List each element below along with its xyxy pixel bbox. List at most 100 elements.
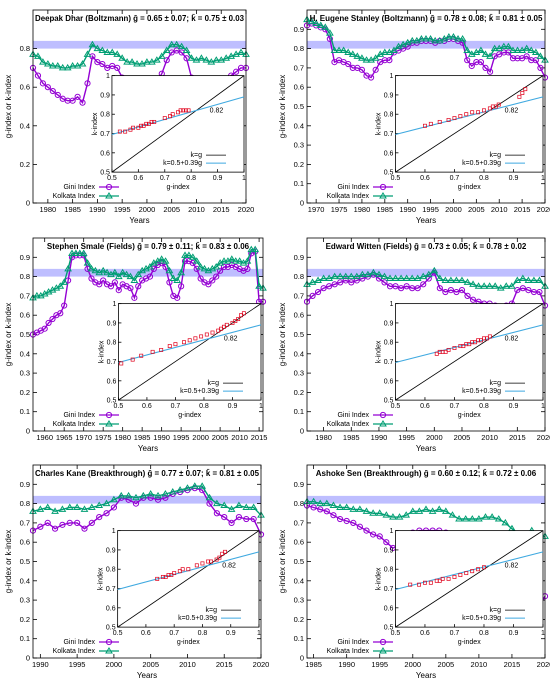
gini-point xyxy=(115,287,122,294)
inset-x-tick-label: 0.7 xyxy=(160,175,170,182)
inset-point xyxy=(428,121,433,126)
kolkata-point xyxy=(43,60,52,67)
kolkata-point xyxy=(426,34,435,42)
inset-point xyxy=(182,340,186,345)
gini-point xyxy=(213,273,220,280)
kolkata-point xyxy=(79,249,88,256)
legend-kg-label: k=g xyxy=(191,152,203,159)
gini-point xyxy=(345,60,352,68)
inset-y-tick-label: 0.7 xyxy=(106,586,116,593)
legend: Gini Index Kolkata Index xyxy=(53,638,119,655)
legend-kolkata-marker xyxy=(105,420,113,427)
kg-line xyxy=(395,303,544,401)
reference-band xyxy=(33,495,261,504)
gini-point xyxy=(381,57,388,64)
y-tick-label: 0.9 xyxy=(294,25,304,34)
x-tick-label: 2000 xyxy=(404,660,421,669)
kolkata-point xyxy=(56,282,65,289)
inset-point xyxy=(173,342,178,347)
inset-x-label: g-index xyxy=(178,412,201,419)
kolkata-point xyxy=(494,515,503,522)
legend-kg-label: k=g xyxy=(490,380,502,387)
x-tick-label: 1960 xyxy=(36,433,53,442)
inset-point xyxy=(428,580,433,585)
plot-frame xyxy=(32,464,262,659)
kolkata-point xyxy=(335,46,343,54)
inset-point xyxy=(458,573,463,577)
inset-x-tick-label: 0.5 xyxy=(391,175,401,182)
kolkata-point xyxy=(212,56,221,63)
x-tick-label: 2005 xyxy=(468,205,485,214)
legend-fit-label: k=0.5+0.39g xyxy=(178,615,217,622)
inset-point xyxy=(241,311,246,316)
kolkata-point xyxy=(122,270,131,278)
inset-x-tick-label: 0.8 xyxy=(479,175,489,182)
legend-gini-marker xyxy=(105,183,113,191)
kolkata-point xyxy=(165,266,174,274)
kolkata-point xyxy=(491,282,500,289)
inset-point xyxy=(162,116,167,121)
inset-y-tick-label: 0.9 xyxy=(384,547,394,554)
inset-point xyxy=(117,129,122,134)
gini-point xyxy=(464,57,471,64)
inset-y-tick-label: 0.6 xyxy=(100,150,110,157)
x-tick-label: 1985 xyxy=(305,660,322,669)
gini-point xyxy=(74,93,81,100)
inset-x-tick-label: 0.5 xyxy=(391,403,401,410)
kolkata-point xyxy=(183,484,192,491)
gini-point xyxy=(323,508,330,515)
kolkata-point xyxy=(83,50,92,57)
x-tick-label: 1990 xyxy=(371,433,388,442)
kolkata-point xyxy=(130,276,139,283)
x-tick-label: 1995 xyxy=(398,433,415,442)
legend-gini-label: Gini Index xyxy=(63,412,95,419)
inset-x-tick-label: 0.8 xyxy=(479,403,489,410)
kolkata-point xyxy=(128,58,136,65)
kolkata-point xyxy=(117,491,126,499)
inset-point xyxy=(470,569,475,574)
y-tick-label: 0.1 xyxy=(20,634,30,643)
inset-y-label: k-index xyxy=(375,340,382,363)
gini-point xyxy=(100,277,107,284)
gini-point xyxy=(79,99,86,106)
legend-kg-label: k=g xyxy=(490,607,502,614)
kolkata-point xyxy=(408,36,417,44)
kolkata-point xyxy=(330,46,339,54)
kolkata-point xyxy=(167,40,176,48)
x-tick-label: 2015 xyxy=(251,433,268,442)
legend-kg-label: k=g xyxy=(208,380,220,387)
kolkata-point xyxy=(441,276,450,283)
gini-point xyxy=(477,59,485,66)
inset-x-tick-label: 0.7 xyxy=(450,630,460,637)
kolkata-point xyxy=(325,274,334,282)
kolkata-point xyxy=(249,503,258,510)
panel-2: 0 0.1 0.2 0.3 0.4 0.5 0.6 0.7 0.8 0.9 1970 1975 1980… xyxy=(278,9,550,225)
kolkata-point xyxy=(356,505,364,512)
legend-gini-marker xyxy=(379,183,387,191)
gini-point xyxy=(358,66,366,73)
gini-point xyxy=(250,515,257,523)
legend-gini-marker xyxy=(379,638,387,646)
inset-x-tick-label: 0.6 xyxy=(420,403,430,410)
kolkata-point xyxy=(200,264,209,272)
kolkata-point xyxy=(390,46,398,54)
kolkata-point xyxy=(336,272,345,280)
inset-y-label: k-index xyxy=(98,340,105,363)
x-tick-label: 1990 xyxy=(32,660,49,669)
kolkata-point xyxy=(348,50,357,57)
kolkata-point xyxy=(162,46,171,54)
y-tick-label: 0.8 xyxy=(294,44,304,53)
kolkata-point xyxy=(51,507,59,514)
inset-point xyxy=(482,565,486,570)
inset-x-tick-label: 1 xyxy=(541,630,545,637)
gini-point xyxy=(331,281,338,288)
kolkata-point xyxy=(490,44,499,52)
inset-point xyxy=(452,574,457,579)
y-axis-label: g-index or k-index xyxy=(4,303,13,367)
inset-point xyxy=(417,582,421,587)
kolkata-point xyxy=(362,56,371,63)
inset-point xyxy=(464,571,469,576)
kolkata-point xyxy=(68,61,77,69)
gini-point xyxy=(326,283,333,290)
inset-y-tick-label: 0.6 xyxy=(384,150,394,157)
